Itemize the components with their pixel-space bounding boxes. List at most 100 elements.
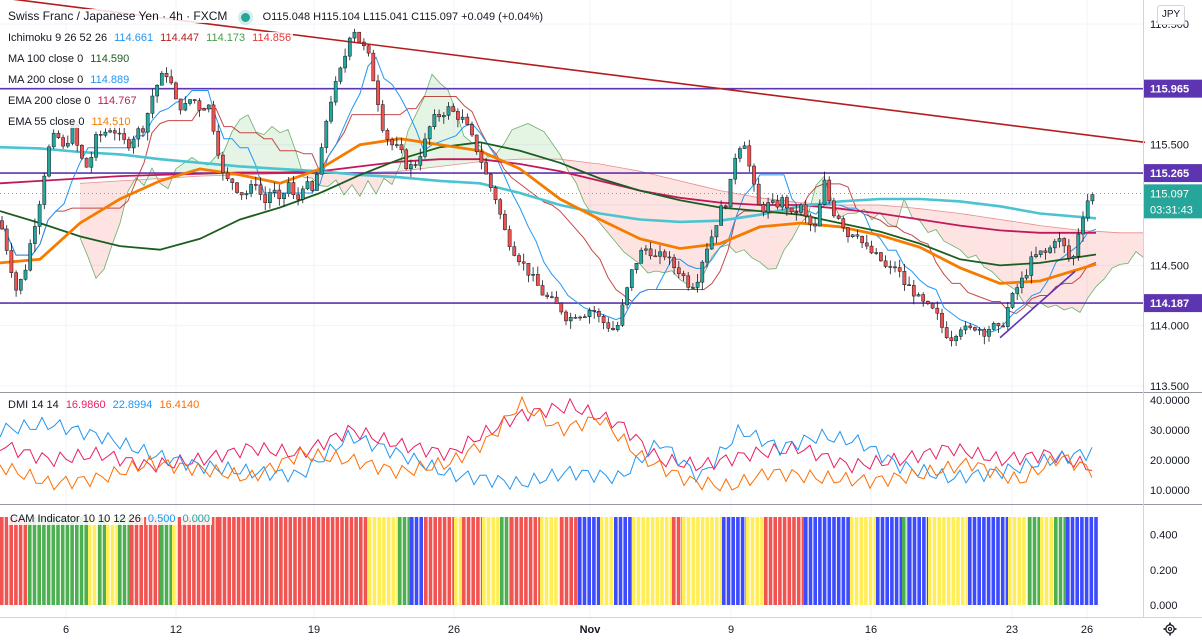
candle-body: [211, 104, 216, 132]
cam-bar: [297, 517, 302, 605]
cam-name[interactable]: CAM Indicator 10 10 12 26: [8, 513, 143, 525]
cam-bar: [832, 517, 836, 605]
last-price-tag: [1144, 184, 1202, 219]
cam-bar: [937, 517, 941, 605]
cam-bar: [574, 517, 578, 605]
cam-bar: [241, 517, 246, 605]
dmi-value-adx: 16.4140: [159, 399, 200, 411]
cam-bar: [18, 517, 23, 605]
cloud-segment: [368, 171, 376, 195]
cam-bar: [372, 517, 377, 605]
candle-body: [869, 245, 874, 254]
cam-bar: [609, 517, 613, 605]
cloud-segment: [328, 172, 336, 187]
symbol-title[interactable]: Swiss Franc / Japanese Yen · 4h · FXCM: [6, 9, 230, 23]
cam-bar: [344, 517, 349, 605]
cam-bar: [419, 517, 423, 605]
price-tick-label: 114.000: [1150, 321, 1189, 333]
indicator-row: Ichimoku 9 26 52 26 114.661 114.447 114.…: [6, 28, 545, 49]
candle-body: [221, 154, 225, 174]
cam-bar: [98, 517, 102, 605]
candle-body: [817, 204, 822, 227]
candle-body: [691, 287, 695, 289]
cloud-segment: [1120, 232, 1128, 265]
cam-bar: [232, 517, 236, 605]
candle-body: [1090, 194, 1095, 202]
indicator-name[interactable]: MA 200 close 0: [6, 74, 86, 86]
cam-bar: [196, 517, 201, 605]
time-tick-label: 16: [865, 624, 877, 636]
candle-body: [756, 183, 761, 205]
candle-body: [300, 188, 305, 200]
candle-body: [164, 72, 169, 78]
cam-bar: [1022, 517, 1026, 605]
indicator-name[interactable]: EMA 200 close 0: [6, 95, 93, 107]
price-tick-label: 115.500: [1150, 140, 1189, 152]
candle-body: [423, 138, 427, 157]
candle-body: [789, 207, 794, 213]
cam-bar: [471, 517, 475, 605]
cam-tick-label: 0.200: [1150, 565, 1178, 577]
candle-body: [145, 113, 150, 133]
candle-body: [296, 194, 300, 200]
settings-icon[interactable]: [1163, 622, 1177, 636]
candle-body: [709, 236, 714, 250]
cloud-segment: [1056, 227, 1064, 310]
candle-body: [150, 95, 155, 114]
cam-bar: [755, 517, 759, 605]
cam-bar: [1084, 517, 1089, 605]
candle-body: [291, 182, 296, 196]
cam-bar: [1058, 517, 1063, 605]
time-tick-label: 6: [63, 624, 69, 636]
candle-body: [747, 145, 752, 167]
cloud-segment: [992, 218, 1000, 280]
cam-bar: [428, 517, 433, 605]
candle-body: [550, 296, 554, 298]
cloud-segment: [984, 217, 992, 272]
cam-bar: [359, 517, 363, 605]
candle-body: [601, 316, 606, 323]
cam-bar: [160, 517, 164, 605]
cam-bar: [316, 517, 321, 605]
cam-bar: [1080, 517, 1084, 605]
candle-body: [606, 322, 611, 329]
cam-bar: [792, 517, 796, 605]
indicator-name[interactable]: EMA 55 close 0: [6, 116, 87, 128]
candle-body: [319, 147, 324, 175]
price-axis[interactable]: 116.500116.000115.500115.000114.500114.0…: [1144, 19, 1202, 612]
indicator-name[interactable]: MA 100 close 0: [6, 53, 86, 65]
candle-body: [954, 336, 958, 342]
cloud-segment: [760, 197, 768, 270]
cam-bar: [587, 517, 591, 605]
ema200-line: [0, 158, 1096, 234]
cloud-segment: [1128, 232, 1136, 264]
cam-bar: [623, 517, 627, 605]
candle-body: [860, 235, 864, 244]
cloud-segment: [536, 127, 544, 160]
level-price-label: 115.265: [1150, 168, 1189, 180]
candle-body: [935, 307, 940, 314]
cam-bar: [476, 517, 480, 605]
currency-badge[interactable]: JPY: [1157, 5, 1185, 25]
cam-bar: [778, 517, 782, 605]
cam-bar: [1049, 517, 1053, 605]
dmi-name[interactable]: DMI 14 14: [8, 399, 59, 411]
candle-body: [258, 184, 263, 195]
cam-bar: [321, 517, 325, 605]
cam-bar: [42, 517, 46, 605]
candle-body: [813, 224, 817, 227]
cam-bar: [283, 517, 288, 605]
indicator-name[interactable]: Ichimoku 9 26 52 26: [6, 32, 110, 44]
cam-bar: [391, 517, 396, 605]
cam-bar: [210, 517, 215, 605]
cloud-segment: [528, 123, 536, 160]
cam-bar: [899, 517, 904, 605]
time-axis[interactable]: 6 12 19 26 Nov 9 16 23 26: [63, 624, 1093, 636]
cam-bar: [960, 517, 965, 605]
candle-body: [761, 204, 766, 213]
cam-bar: [265, 517, 269, 605]
candle-body: [216, 130, 221, 156]
candle-body: [559, 303, 564, 313]
cam-bar: [402, 517, 407, 605]
dmi-tick-label: 40.0000: [1150, 395, 1190, 407]
